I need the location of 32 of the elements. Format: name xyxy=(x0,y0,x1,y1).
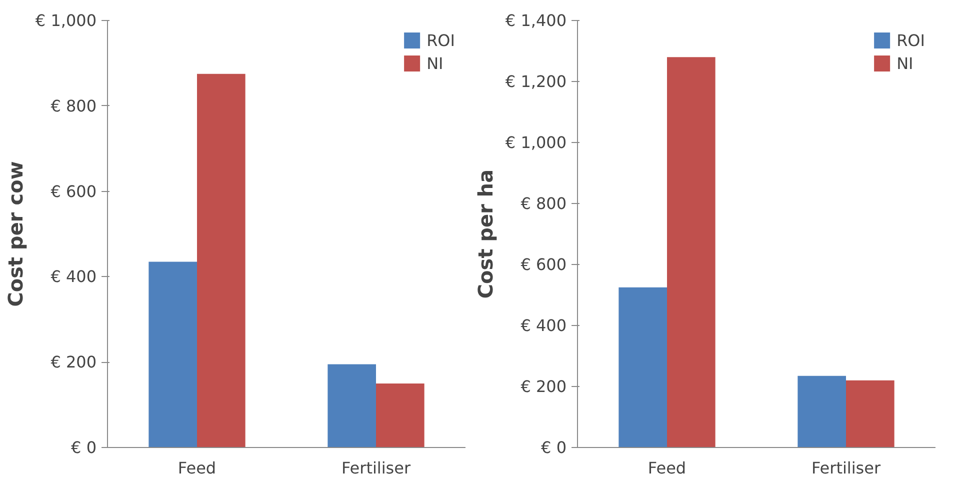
x-tick-label: Feed xyxy=(648,458,686,478)
y-tick-label: € 200 xyxy=(50,352,97,372)
y-tick-label: € 800 xyxy=(520,194,567,213)
bar xyxy=(667,57,716,448)
bar xyxy=(798,376,846,448)
y-tick-label: € 1,200 xyxy=(505,72,567,91)
y-axis-title: Cost per ha xyxy=(473,169,498,299)
legend-label: NI xyxy=(896,54,914,72)
bar xyxy=(846,380,894,448)
bar xyxy=(197,74,246,448)
y-tick-label: € 1,400 xyxy=(505,11,567,30)
legend-label: ROI xyxy=(896,30,925,50)
x-tick-label: Fertiliser xyxy=(341,458,411,478)
y-tick-label: € 800 xyxy=(50,96,97,116)
y-tick-label: € 1,000 xyxy=(505,133,567,152)
y-tick-label: € 600 xyxy=(520,255,567,274)
x-tick-label: Feed xyxy=(178,458,216,478)
bar xyxy=(328,364,376,448)
y-tick-label: € 1,000 xyxy=(35,11,97,30)
legend-label: NI xyxy=(426,54,444,72)
bar xyxy=(376,383,424,448)
y-tick-label: € 600 xyxy=(50,182,97,201)
bar xyxy=(148,262,197,448)
y-tick-label: € 400 xyxy=(520,316,567,335)
x-tick-label: Fertiliser xyxy=(811,458,881,478)
y-axis-title: Cost per cow xyxy=(3,161,28,307)
legend-label: ROI xyxy=(426,30,455,50)
y-tick-label: € 0 xyxy=(71,438,97,457)
y-tick-label: € 0 xyxy=(541,438,567,457)
y-tick-label: € 400 xyxy=(50,267,97,286)
bar xyxy=(618,287,667,448)
y-tick-label: € 200 xyxy=(520,377,567,396)
